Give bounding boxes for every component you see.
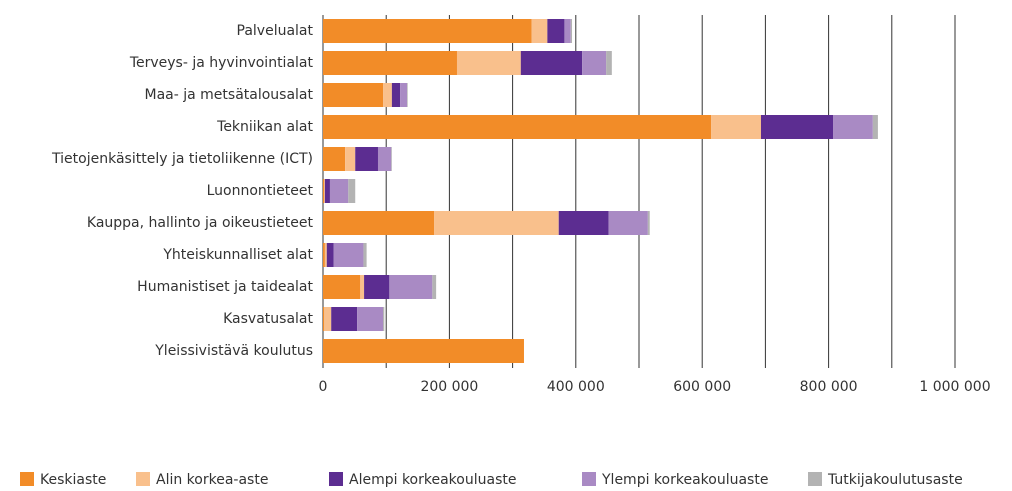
legend-label: Tutkijakoulutusaste (827, 472, 963, 487)
bar-segment (324, 243, 327, 267)
bar-segment (570, 19, 573, 43)
bar-segment (323, 243, 325, 267)
bar-segment (331, 307, 358, 331)
bar-segment (323, 19, 532, 43)
bar-segment (606, 51, 612, 75)
bar-segment (357, 307, 384, 331)
bar-segment (434, 211, 559, 235)
bar-segment (582, 51, 607, 75)
bar-segment (547, 19, 565, 43)
bar-segment (608, 211, 648, 235)
bar-segment (345, 147, 356, 171)
bar-segment (391, 147, 392, 171)
category-label: Terveys- ja hyvinvointialat (129, 55, 314, 71)
bar-segment (324, 179, 330, 203)
bar-segment (520, 51, 583, 75)
bar-segment (363, 243, 367, 267)
x-tick-label: 200 000 (420, 379, 478, 395)
category-label: Yleissivistävä koulutus (154, 343, 313, 359)
bar-segment (355, 147, 378, 171)
bar-segment (329, 179, 349, 203)
category-label: Kauppa, hallinto ja oikeustieteet (87, 215, 314, 231)
bar-segment (432, 275, 437, 299)
legend-swatch (329, 472, 343, 486)
category-label: Maa- ja metsätalousalat (145, 87, 314, 103)
bar-segment (326, 243, 334, 267)
bar-segment (348, 179, 356, 203)
bar-segment (760, 115, 834, 139)
bar-segment (323, 307, 325, 331)
bar-segment (400, 83, 408, 107)
bar-segment (377, 147, 392, 171)
x-tick-label: 1 000 000 (919, 379, 990, 395)
bar-segment (383, 83, 392, 107)
bar-segment (531, 19, 548, 43)
bar-segment (647, 211, 650, 235)
bar-segment (323, 339, 524, 363)
legend-label: Keskiaste (40, 472, 106, 487)
x-tick-label: 0 (319, 379, 328, 395)
bar-segment (407, 83, 408, 107)
category-label: Luonnontieteet (207, 183, 314, 199)
bar-segment (323, 179, 325, 203)
legend-label: Alempi korkeakouluaste (349, 472, 516, 487)
bar-segment (389, 275, 433, 299)
bar-segment (324, 307, 332, 331)
category-label: Yhteiskunnalliset alat (162, 247, 313, 263)
bar-segment (558, 211, 609, 235)
bar-segment (324, 179, 325, 203)
category-label: Humanistiset ja taidealat (137, 279, 313, 295)
bar-segment (456, 51, 521, 75)
bar-segment (564, 19, 571, 43)
legend-swatch (582, 472, 596, 486)
bar-segment (364, 275, 390, 299)
bar-segment (323, 83, 384, 107)
bar-segment (323, 275, 361, 299)
category-label: Tietojenkäsittely ja tietoliikenne (ICT) (51, 151, 313, 167)
bar-segment (323, 147, 346, 171)
x-tick-label: 400 000 (547, 379, 605, 395)
bar-segment (872, 115, 878, 139)
legend-swatch (20, 472, 34, 486)
bar-segment (833, 115, 873, 139)
bar-segment (391, 83, 401, 107)
legend-swatch (808, 472, 822, 486)
x-tick-label: 800 000 (800, 379, 858, 395)
legend-label: Ylempi korkeakouluaste (601, 472, 768, 487)
bar-segment (383, 307, 385, 331)
category-label: Palvelualat (237, 23, 314, 39)
category-label: Kasvatusalat (223, 311, 313, 327)
bar-segment (711, 115, 761, 139)
legend-swatch (136, 472, 150, 486)
bar-segment (333, 243, 364, 267)
bar-segment (323, 211, 435, 235)
x-tick-label: 600 000 (673, 379, 731, 395)
legend-label: Alin korkea-aste (156, 472, 268, 487)
bar-segment (360, 275, 365, 299)
category-label: Tekniikan alat (216, 119, 313, 135)
bar-segment (323, 115, 712, 139)
bar-segment (323, 51, 457, 75)
